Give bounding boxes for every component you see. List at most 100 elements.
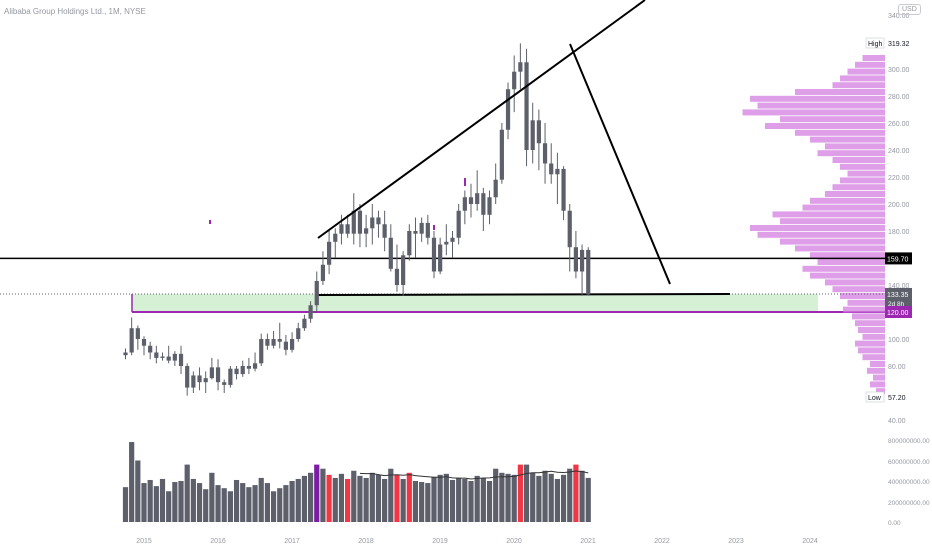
volume-profile-bar [855, 320, 885, 327]
volume-bar [270, 491, 277, 522]
volume-bar [277, 488, 283, 522]
volume-bar [412, 481, 419, 522]
volume-bar [425, 483, 431, 522]
currency-badge[interactable]: USD [898, 4, 921, 15]
candle-body [289, 339, 295, 350]
time-tick-label: 2024 [802, 538, 818, 545]
volume-bar [560, 474, 567, 522]
low-label: Low [868, 395, 882, 402]
volume-tick-label: 0.00 [888, 520, 901, 527]
candle-body [215, 367, 221, 383]
candle-body [518, 62, 523, 72]
volume-profile-bar [795, 89, 885, 95]
candle-body [209, 367, 214, 379]
volume-profile-bar [832, 157, 885, 163]
price-tick-label: 40.00 [888, 418, 906, 425]
price-tick-label: 140.00 [888, 283, 910, 290]
symbol-header: Alibaba Group Holdings Ltd., 1M, NYSE [4, 7, 146, 16]
candle-body [357, 210, 363, 234]
candle-body [234, 368, 239, 375]
candle-body [197, 375, 202, 383]
volume-bar [166, 491, 172, 522]
volume-bar [209, 472, 215, 522]
volume-bar [135, 460, 141, 522]
candle-body [166, 356, 171, 361]
price-tick-label: 180.00 [888, 229, 910, 236]
candle-body [530, 120, 535, 150]
candle-body [259, 339, 264, 364]
candle-body [567, 210, 572, 248]
volume-profile-bar [840, 75, 885, 82]
candle-body [141, 339, 147, 346]
candle-body [524, 62, 529, 150]
candle-body [339, 224, 344, 234]
volume-tick-label: 200000000.00 [888, 500, 930, 507]
candle-body [549, 163, 554, 175]
price-tick-label: 220.00 [888, 175, 910, 182]
volume-profile-bar [862, 55, 885, 61]
volume-bar [190, 478, 196, 522]
candle-body [185, 366, 190, 388]
volume-bar [456, 477, 462, 522]
price-tick-label: 300.00 [888, 67, 910, 74]
event-marker [433, 225, 435, 230]
candle-body [419, 222, 424, 234]
candle-body [154, 352, 159, 358]
support-zone [132, 293, 818, 312]
candle-body [240, 366, 245, 375]
volume-bar [462, 478, 468, 522]
candle-body [487, 197, 492, 215]
candle-body [468, 197, 474, 204]
neckline [317, 293, 731, 296]
volume-bar [542, 470, 548, 522]
volume-bar [184, 464, 190, 522]
candle-body [271, 339, 276, 346]
time-tick-label: 2015 [136, 538, 152, 545]
trendline-falling [569, 43, 671, 285]
volume-bar [573, 464, 579, 522]
volume-bar [314, 464, 320, 522]
volume-profile-bar [855, 61, 885, 68]
volume-bar [147, 479, 153, 522]
volume-profile-bar [817, 259, 885, 265]
volume-bar [437, 474, 443, 522]
volume-profile-bar [847, 170, 885, 177]
volume-profile-bar [802, 265, 885, 272]
candle-body [586, 249, 591, 295]
volume-profile-bar [852, 313, 885, 320]
volume-bar [332, 477, 338, 522]
volume-bar [240, 483, 246, 522]
candle-body [388, 237, 393, 269]
volume-tick-label: 800000000.00 [888, 438, 930, 445]
volume-profile-bar [780, 116, 885, 123]
volume-bar [382, 478, 388, 522]
volume-bar [172, 482, 178, 522]
low-value: 57.20 [888, 395, 906, 402]
volume-bar [554, 478, 560, 522]
candle-body [265, 339, 270, 346]
volume-profile-bar [825, 191, 885, 197]
volume-bar [493, 468, 499, 522]
volume-profile-bar [862, 333, 885, 340]
volume-profile-bar [772, 211, 885, 218]
volume-bar [585, 477, 591, 522]
candle-body [505, 89, 511, 130]
candle-body [191, 375, 196, 388]
candle-body [407, 231, 412, 256]
candle-body [413, 231, 418, 234]
volume-bar [264, 483, 270, 522]
volume-bar [530, 472, 536, 522]
countdown-text: 2d 8h [888, 301, 905, 308]
volume-profile-bar [867, 367, 885, 374]
volume-profile-bar [810, 252, 885, 259]
volume-bar [221, 488, 227, 522]
current-price-text: 133.35 [887, 292, 909, 299]
trendline-rising [317, 0, 646, 239]
volume-bar [233, 479, 240, 522]
candle-body [296, 328, 301, 339]
volume-bar [449, 479, 456, 522]
volume-bar [289, 481, 295, 522]
candle-body [376, 217, 381, 225]
